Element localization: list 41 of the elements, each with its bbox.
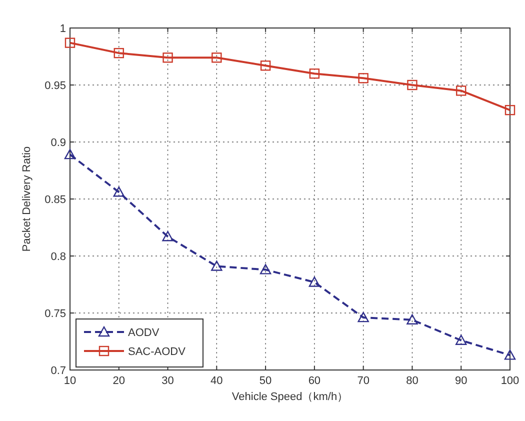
- x-tick-label: 20: [112, 375, 126, 387]
- x-tick-label: 80: [406, 375, 418, 387]
- x-tick-label: 50: [259, 375, 272, 387]
- y-axis-title: Packet Delivery Ratio: [21, 146, 33, 252]
- point: [504, 350, 516, 360]
- point: [456, 334, 467, 345]
- legend-label: AODV: [128, 327, 160, 339]
- y-tick-label: 0.85: [44, 194, 66, 206]
- point: [358, 73, 368, 84]
- point: [406, 314, 418, 324]
- point: [211, 260, 222, 271]
- point: [504, 104, 516, 116]
- point: [162, 52, 173, 63]
- y-tick-label: 1: [60, 23, 66, 35]
- y-tick-label: 0.7: [50, 365, 66, 377]
- point: [260, 60, 271, 71]
- point: [114, 48, 124, 58]
- x-axis-title: Vehicle Speed（km/h）: [232, 391, 348, 403]
- point: [64, 38, 76, 48]
- x-tick-label: 60: [308, 375, 321, 387]
- y-tick-label: 0.95: [44, 80, 66, 92]
- point: [113, 186, 124, 197]
- x-tick-label: 90: [454, 375, 468, 387]
- y-tick-label: 0.8: [50, 251, 66, 263]
- x-tick-label: 40: [210, 375, 223, 387]
- point: [64, 148, 76, 160]
- x-tick-label: 10: [64, 375, 76, 387]
- y-tick-label: 0.9: [50, 137, 66, 149]
- y-tick-label: 0.75: [44, 308, 66, 320]
- point: [358, 312, 369, 322]
- x-tick-label: 70: [357, 375, 370, 387]
- point: [407, 80, 418, 90]
- point: [212, 52, 222, 63]
- point: [260, 264, 272, 274]
- x-tick-label: 30: [162, 375, 174, 387]
- legend-label: SAC-AODV: [128, 346, 186, 358]
- point: [162, 231, 174, 242]
- x-tick-label: 100: [500, 375, 520, 387]
- point: [309, 68, 320, 79]
- point: [308, 276, 320, 287]
- point: [456, 86, 466, 96]
